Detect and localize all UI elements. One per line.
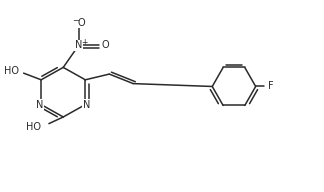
Text: F: F	[268, 81, 274, 91]
Text: HO: HO	[4, 66, 19, 76]
Text: N: N	[75, 41, 82, 50]
Text: HO: HO	[26, 122, 41, 132]
Text: N: N	[83, 100, 91, 110]
Text: +: +	[81, 38, 87, 46]
Text: −: −	[73, 16, 79, 25]
Text: N: N	[36, 100, 43, 110]
Text: O: O	[101, 41, 109, 50]
Text: O: O	[77, 18, 85, 28]
